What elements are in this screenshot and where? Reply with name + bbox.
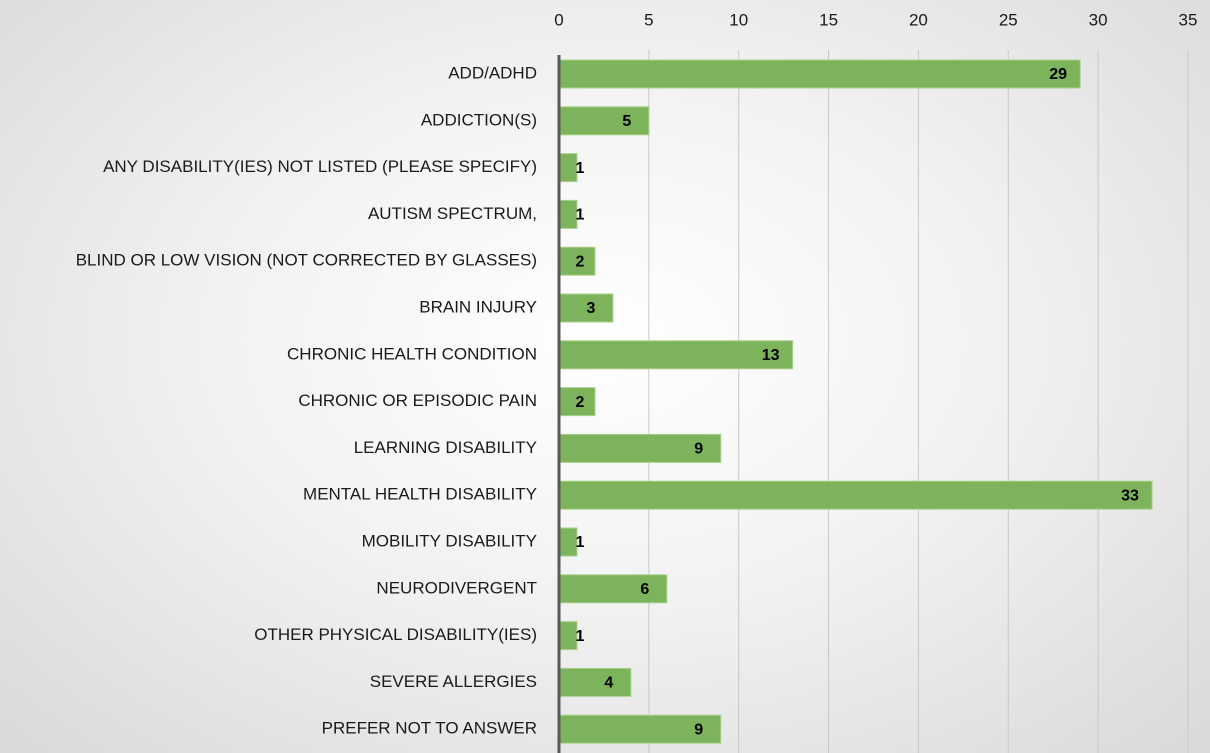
data-label: 13 (762, 347, 780, 364)
x-tick-label: 20 (909, 10, 928, 29)
data-label: 33 (1121, 487, 1139, 504)
data-label: 1 (576, 534, 585, 551)
y-tick-label: ADDICTION(S) (421, 110, 537, 129)
bar (558, 153, 578, 183)
data-label: 3 (586, 300, 595, 317)
bar (558, 340, 794, 370)
bar (558, 293, 614, 323)
x-tick-label: 5 (644, 10, 653, 29)
data-label: 2 (576, 253, 585, 270)
data-label: 1 (576, 207, 585, 224)
bar (558, 714, 722, 744)
y-tick-label: CHRONIC HEALTH CONDITION (287, 344, 537, 363)
bar (558, 480, 1153, 510)
data-label: 6 (640, 581, 649, 598)
data-label: 1 (576, 628, 585, 645)
x-tick-label: 15 (819, 10, 838, 29)
y-tick-label: CHRONIC OR EPISODIC PAIN (298, 391, 537, 410)
y-tick-label: ADD/ADHD (448, 63, 537, 82)
data-label: 2 (576, 394, 585, 411)
bar (558, 106, 650, 136)
y-tick-label: SEVERE ALLERGIES (370, 672, 537, 691)
y-tick-label: BRAIN INJURY (419, 297, 537, 316)
x-tick-label: 35 (1179, 10, 1198, 29)
y-tick-label: LEARNING DISABILITY (354, 438, 537, 457)
data-label: 5 (622, 113, 631, 130)
bar (558, 621, 578, 651)
y-tick-label: NEURODIVERGENT (376, 578, 537, 597)
data-label: 9 (694, 721, 703, 738)
y-tick-label: MENTAL HEALTH DISABILITY (303, 485, 537, 504)
y-tick-label: BLIND OR LOW VISION (NOT CORRECTED BY GL… (76, 251, 537, 270)
x-tick-label: 0 (554, 10, 563, 29)
y-tick-label: PREFER NOT TO ANSWER (322, 719, 537, 738)
data-label: 4 (604, 675, 613, 692)
bar (558, 387, 596, 417)
data-label: 9 (694, 441, 703, 458)
bar (558, 199, 578, 229)
bar (558, 574, 668, 604)
data-label: 29 (1049, 66, 1067, 83)
y-tick-label: MOBILITY DISABILITY (362, 531, 537, 550)
x-tick-label: 10 (729, 10, 748, 29)
x-tick-label: 30 (1089, 10, 1108, 29)
bar (558, 527, 578, 557)
y-tick-label: OTHER PHYSICAL DISABILITY(IES) (254, 625, 537, 644)
bar (558, 59, 1081, 89)
x-tick-label: 25 (999, 10, 1018, 29)
data-label: 1 (576, 160, 585, 177)
y-tick-label: ANY DISABILITY(IES) NOT LISTED (PLEASE S… (103, 157, 537, 176)
bar (558, 667, 632, 697)
y-tick-label: AUTISM SPECTRUM, (368, 204, 537, 223)
